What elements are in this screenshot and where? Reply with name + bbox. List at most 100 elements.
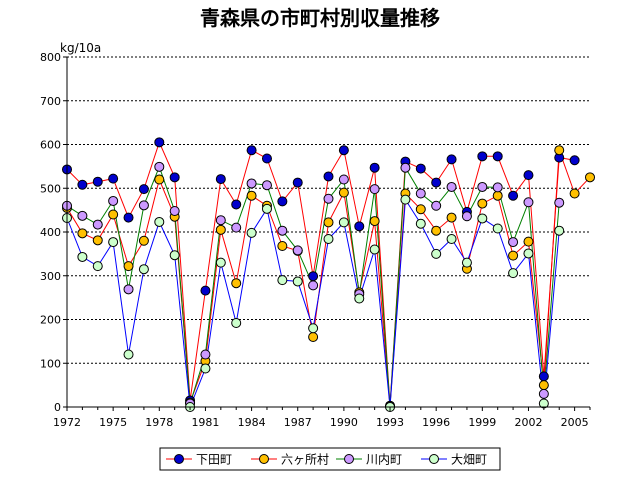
y-tick-label: 0 bbox=[54, 401, 61, 414]
data-point-series-3 bbox=[508, 237, 519, 248]
data-point-series-2 bbox=[77, 228, 88, 239]
x-tick-label: 1981 bbox=[191, 416, 219, 429]
x-tick-label: 1972 bbox=[53, 416, 81, 429]
data-point-series-1 bbox=[246, 145, 257, 156]
data-point-series-2 bbox=[492, 190, 503, 201]
legend-marker bbox=[174, 454, 184, 464]
data-point-series-3 bbox=[123, 284, 134, 295]
data-point-series-4 bbox=[492, 223, 503, 234]
x-tick-label: 2005 bbox=[561, 416, 589, 429]
data-point-series-4 bbox=[354, 293, 365, 304]
data-point-series-1 bbox=[231, 199, 242, 210]
data-point-series-2 bbox=[508, 250, 519, 261]
data-point-series-1 bbox=[569, 155, 580, 166]
data-point-series-2 bbox=[138, 235, 149, 246]
y-tick-label: 600 bbox=[40, 139, 61, 152]
data-point-series-1 bbox=[431, 177, 442, 188]
data-point-series-1 bbox=[338, 145, 349, 156]
y-ticks: 0 100 200 300 400 500 600 700 800 bbox=[40, 51, 67, 414]
y-tick-label: 700 bbox=[40, 95, 61, 108]
data-point-series-2 bbox=[523, 236, 534, 247]
data-point-series-4 bbox=[338, 217, 349, 228]
data-point-series-1 bbox=[200, 285, 211, 296]
data-point-series-2 bbox=[477, 198, 488, 209]
x-ticks: 1972 1975 1978 1981 1984 1987 1990 1993 1996 1999… bbox=[53, 407, 591, 429]
y-tick-label: 100 bbox=[40, 357, 61, 370]
data-point-series-4 bbox=[400, 194, 411, 205]
data-point-series-3 bbox=[308, 280, 319, 291]
gridlines bbox=[67, 56, 590, 364]
legend-label: 川内町 bbox=[366, 453, 402, 467]
data-point-series-1 bbox=[369, 162, 380, 173]
data-point-series-4 bbox=[215, 257, 226, 268]
x-tick-label: 1990 bbox=[330, 416, 358, 429]
data-point-series-3 bbox=[446, 181, 457, 192]
legend-label: 六ヶ所村 bbox=[281, 453, 329, 467]
data-point-series-1 bbox=[123, 212, 134, 223]
data-point-series-4 bbox=[308, 323, 319, 334]
x-tick-label: 2002 bbox=[514, 416, 542, 429]
data-point-series-3 bbox=[477, 181, 488, 192]
data-point-series-1 bbox=[477, 151, 488, 162]
data-point-series-2 bbox=[446, 212, 457, 223]
data-point-series-3 bbox=[246, 178, 257, 189]
legend-marker bbox=[259, 454, 269, 464]
series-line-4 bbox=[66, 198, 560, 408]
data-point-series-4 bbox=[261, 203, 272, 214]
data-point-series-1 bbox=[277, 196, 288, 207]
data-point-series-2 bbox=[277, 241, 288, 251]
data-point-series-3 bbox=[323, 193, 334, 204]
data-point-series-1 bbox=[538, 371, 549, 382]
data-point-series-2 bbox=[323, 217, 334, 228]
data-point-series-4 bbox=[108, 237, 119, 248]
data-point-series-4 bbox=[554, 225, 565, 236]
legend-label: 下田町 bbox=[196, 453, 232, 467]
data-point-series-3 bbox=[261, 180, 272, 191]
data-point-series-3 bbox=[277, 225, 288, 236]
data-point-series-1 bbox=[108, 173, 119, 184]
data-point-series-1 bbox=[508, 190, 519, 201]
data-point-series-3 bbox=[538, 388, 549, 399]
data-point-series-3 bbox=[400, 162, 411, 173]
data-point-series-2 bbox=[338, 187, 349, 198]
x-tick-label: 1999 bbox=[468, 416, 496, 429]
y-tick-label: 200 bbox=[40, 314, 61, 327]
data-point-series-3 bbox=[369, 184, 380, 195]
data-point-series-4 bbox=[446, 234, 457, 244]
data-point-series-2 bbox=[585, 172, 595, 183]
chart-title: 青森県の市町村別収量推移 bbox=[200, 6, 440, 30]
data-point-series-3 bbox=[415, 188, 426, 199]
data-point-series-1 bbox=[292, 177, 303, 188]
data-point-series-1 bbox=[523, 170, 534, 181]
data-point-series-4 bbox=[431, 248, 442, 259]
data-point-series-3 bbox=[431, 200, 442, 211]
legend: 下田町 六ヶ所村 川内町 大畑町 bbox=[159, 447, 501, 471]
legend-marker bbox=[429, 454, 439, 464]
data-point-series-4 bbox=[369, 244, 380, 255]
data-point-series-2 bbox=[215, 224, 226, 235]
data-point-series-2 bbox=[538, 380, 549, 391]
data-point-series-4 bbox=[508, 268, 519, 279]
data-point-series-3 bbox=[523, 197, 534, 208]
data-point-series-3 bbox=[92, 219, 103, 230]
data-point-series-1 bbox=[169, 172, 180, 183]
data-point-series-2 bbox=[108, 209, 119, 220]
data-point-series-2 bbox=[431, 225, 442, 236]
data-point-series-1 bbox=[446, 154, 457, 165]
data-point-series-4 bbox=[323, 234, 334, 244]
x-tick-label: 1984 bbox=[238, 416, 266, 429]
legend-box bbox=[159, 447, 501, 471]
data-point-series-3 bbox=[108, 195, 119, 206]
data-point-series-4 bbox=[415, 218, 426, 229]
data-point-series-2 bbox=[569, 188, 580, 199]
data-point-series-4 bbox=[292, 276, 303, 287]
data-point-series-1 bbox=[138, 184, 149, 195]
data-point-series-3 bbox=[169, 206, 180, 216]
data-point-series-3 bbox=[77, 210, 88, 221]
series-line-1 bbox=[66, 140, 575, 406]
data-point-series-1 bbox=[154, 137, 165, 148]
y-tick-label: 300 bbox=[40, 270, 61, 283]
x-tick-label: 1993 bbox=[376, 416, 404, 429]
data-point-series-1 bbox=[77, 179, 88, 190]
y-tick-label: 800 bbox=[40, 51, 61, 64]
